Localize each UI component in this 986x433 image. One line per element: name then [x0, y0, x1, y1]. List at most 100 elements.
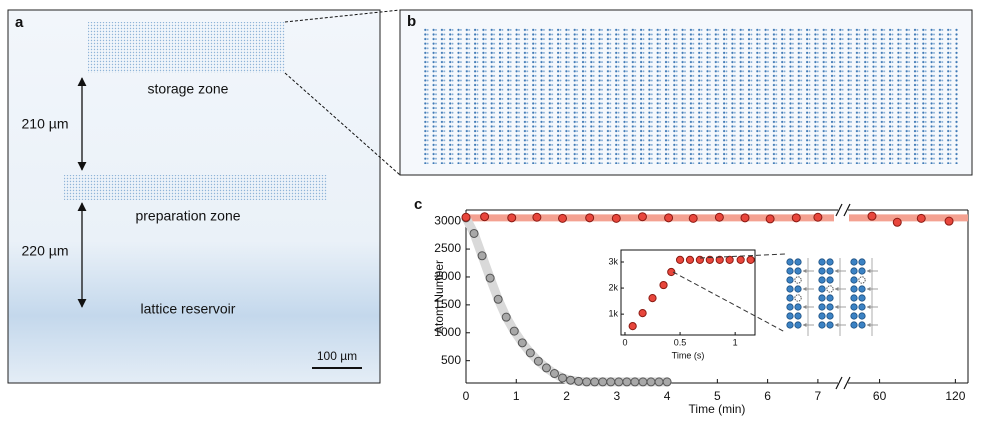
atom: [818, 285, 826, 293]
atom: [794, 312, 802, 320]
panel-label: c: [414, 196, 422, 213]
point: [664, 213, 674, 223]
x-tick-label: 0: [622, 337, 627, 347]
point: [507, 213, 517, 223]
scale-label: 100 µm: [317, 349, 357, 363]
point: [549, 369, 559, 379]
atom: [858, 267, 866, 275]
atom: [786, 321, 794, 329]
distance-label: 210 µm: [22, 116, 69, 132]
point: [558, 213, 568, 223]
x-tick-label: 7: [815, 389, 822, 403]
x-tick-label: 1: [513, 389, 520, 403]
point: [662, 377, 672, 387]
point: [916, 213, 926, 223]
atom: [850, 303, 858, 311]
storage-image: [424, 27, 958, 164]
x-tick-label: 3: [613, 389, 620, 403]
atom: [858, 312, 866, 320]
point: [598, 377, 608, 387]
atom: [818, 294, 826, 302]
point: [566, 375, 576, 385]
x-tick-label: 60: [873, 389, 887, 403]
zone-label: storage zone: [148, 81, 229, 97]
atom: [858, 258, 866, 266]
atom: [858, 276, 866, 284]
zone-label: lattice reservoir: [141, 301, 236, 317]
point: [648, 294, 657, 303]
pointer: [672, 271, 786, 333]
x-tick-label: 6: [764, 389, 771, 403]
y-tick-label: 2k: [608, 282, 618, 292]
zoom-line: [284, 9, 401, 23]
point: [606, 377, 616, 387]
y-tick-label: 1000: [434, 325, 461, 339]
panel-label: a: [15, 14, 24, 31]
atom: [850, 285, 858, 293]
atom: [794, 303, 802, 311]
y-axis-label: Atom Number: [432, 260, 446, 334]
x-axis-label: Time (s): [672, 350, 705, 360]
point: [628, 322, 637, 331]
atom: [794, 294, 802, 302]
atom: [786, 312, 794, 320]
zone-label: preparation zone: [135, 208, 240, 224]
point: [630, 377, 640, 387]
point: [892, 217, 902, 227]
point: [675, 255, 685, 265]
point: [688, 213, 698, 223]
atom: [818, 303, 826, 311]
point: [638, 308, 647, 318]
atom: [794, 258, 802, 266]
point: [493, 294, 503, 304]
atom: [818, 276, 826, 284]
point: [715, 255, 724, 265]
atom: [786, 285, 794, 293]
point: [685, 255, 695, 265]
distance-label: 220 µm: [22, 243, 69, 259]
point: [582, 377, 592, 387]
atom: [826, 258, 834, 266]
atom: [786, 303, 794, 311]
x-tick-label: 120: [945, 389, 965, 403]
point: [765, 214, 775, 224]
point: [791, 213, 801, 223]
atom: [826, 321, 834, 329]
axis-break: [835, 203, 843, 217]
atom: [786, 267, 794, 275]
point: [654, 377, 664, 387]
point: [501, 312, 511, 322]
point: [638, 377, 648, 387]
inset-frame: [620, 249, 756, 336]
atom: [818, 258, 826, 266]
point: [740, 213, 750, 223]
y-tick-label: 500: [441, 353, 461, 367]
atom: [826, 267, 834, 275]
atom: [826, 294, 834, 302]
x-tick-label: 5: [714, 389, 721, 403]
y-tick-label: 3000: [434, 213, 461, 227]
atom: [858, 285, 866, 293]
atom: [850, 294, 858, 302]
x-axis-label: Time (min): [689, 402, 746, 416]
point: [532, 212, 542, 222]
point: [574, 376, 584, 386]
point: [461, 212, 471, 222]
atom: [794, 285, 802, 293]
atom: [850, 312, 858, 320]
point: [746, 255, 755, 265]
axis-break: [843, 376, 851, 390]
point: [480, 212, 490, 222]
point: [659, 280, 668, 290]
atom: [786, 258, 794, 266]
point: [558, 373, 568, 383]
x-tick-label: 0.5: [674, 337, 687, 347]
atom: [786, 276, 794, 284]
point: [469, 228, 479, 238]
atom: [826, 285, 834, 293]
point: [614, 377, 624, 387]
point: [813, 212, 823, 222]
y-tick-label: 1k: [608, 309, 618, 319]
x-tick-label: 1: [733, 337, 738, 347]
point: [667, 267, 676, 277]
